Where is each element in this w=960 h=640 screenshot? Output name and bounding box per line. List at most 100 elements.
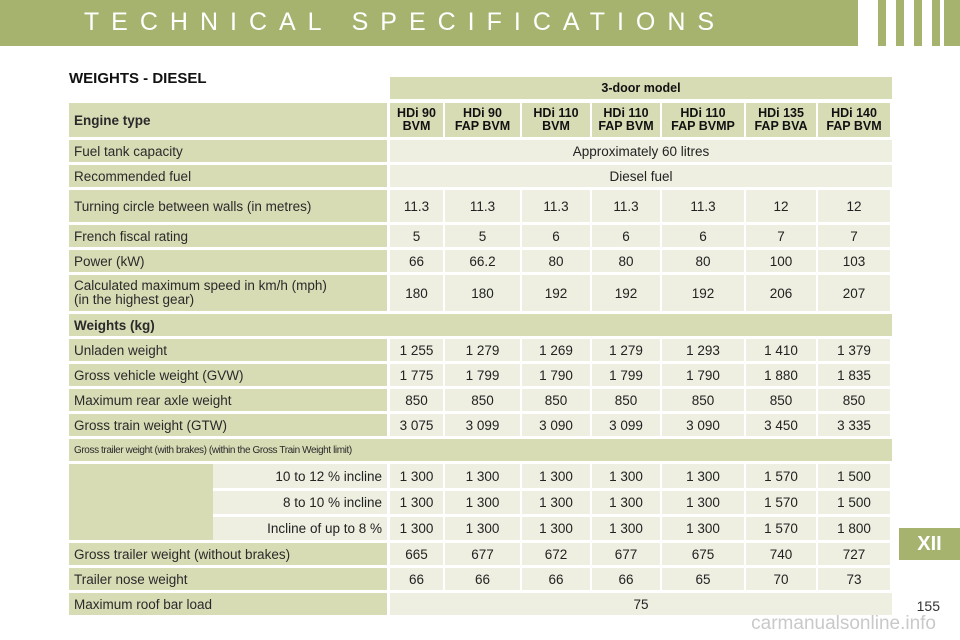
value-cell: 73 — [818, 568, 890, 590]
value-cell: 3 075 — [390, 414, 443, 436]
value-cell: 1 300 — [662, 491, 744, 514]
engine-header: HDi 110 BVM — [522, 103, 590, 137]
value-cell: 850 — [746, 389, 816, 411]
chapter-tab[interactable]: XII — [899, 528, 960, 560]
value-cell: 80 — [522, 250, 590, 272]
value-cell: 677 — [592, 543, 660, 565]
value-cell: 11.3 — [445, 190, 520, 222]
value-cell: 1 300 — [445, 491, 520, 514]
value-cell: 192 — [522, 275, 590, 311]
value-cell: 66 — [390, 250, 443, 272]
incline-label: Incline of up to 8 % — [213, 517, 387, 540]
value-cell: 1 300 — [445, 517, 520, 540]
value-cell: 1 300 — [662, 464, 744, 488]
engine-type-label: Engine type — [69, 103, 387, 137]
value-cell: 11.3 — [522, 190, 590, 222]
incline-label: 8 to 10 % incline — [213, 491, 387, 514]
value-cell: 3 099 — [445, 414, 520, 436]
section-row: Gross trailer weight (with brakes) (with… — [69, 439, 892, 461]
value-cell: 3 090 — [662, 414, 744, 436]
value-cell: 1 300 — [592, 491, 660, 514]
row-label: Maximum rear axle weight — [69, 389, 387, 411]
value-cell: 7 — [746, 225, 816, 247]
spanning-value: Approximately 60 litres — [390, 140, 892, 162]
row-label: Trailer nose weight — [69, 568, 387, 590]
value-cell: 1 570 — [746, 464, 816, 488]
value-cell: 3 335 — [818, 414, 890, 436]
value-cell: 11.3 — [662, 190, 744, 222]
value-cell: 1 500 — [818, 464, 890, 488]
value-cell: 1 570 — [746, 491, 816, 514]
value-cell: 1 500 — [818, 491, 890, 514]
value-cell: 1 300 — [522, 517, 590, 540]
row-label: Gross train weight (GTW) — [69, 414, 387, 436]
value-cell: 1 800 — [818, 517, 890, 540]
value-cell: 1 835 — [818, 364, 890, 386]
value-cell: 672 — [522, 543, 590, 565]
value-cell: 665 — [390, 543, 443, 565]
value-cell: 1 300 — [445, 464, 520, 488]
subrow-group-label — [69, 464, 213, 540]
section-row: Weights (kg) — [69, 314, 892, 336]
value-cell: 12 — [746, 190, 816, 222]
value-cell: 727 — [818, 543, 890, 565]
value-cell: 1 799 — [592, 364, 660, 386]
spanning-value: Diesel fuel — [390, 165, 892, 187]
incline-label: 10 to 12 % incline — [213, 464, 387, 488]
row-label: Turning circle between walls (in metres) — [69, 190, 387, 222]
value-cell: 1 269 — [522, 339, 590, 361]
value-cell: 850 — [522, 389, 590, 411]
value-cell: 66 — [445, 568, 520, 590]
value-cell: 3 099 — [592, 414, 660, 436]
spanning-value: 75 — [390, 593, 892, 615]
page-title: TECHNICAL SPECIFICATIONS — [83, 8, 727, 36]
value-cell: 1 880 — [746, 364, 816, 386]
engine-header: HDi 140 FAP BVM — [818, 103, 890, 137]
value-cell: 65 — [662, 568, 744, 590]
row-label: Gross trailer weight (without brakes) — [69, 543, 387, 565]
value-cell: 740 — [746, 543, 816, 565]
value-cell: 180 — [390, 275, 443, 311]
row-label: Maximum roof bar load — [69, 593, 387, 615]
value-cell: 206 — [746, 275, 816, 311]
value-cell: 1 279 — [445, 339, 520, 361]
engine-header: HDi 90 FAP BVM — [445, 103, 520, 137]
row-label: Power (kW) — [69, 250, 387, 272]
value-cell: 12 — [818, 190, 890, 222]
value-cell: 1 293 — [662, 339, 744, 361]
value-cell: 1 790 — [522, 364, 590, 386]
value-cell: 1 300 — [390, 517, 443, 540]
row-label: Recommended fuel — [69, 165, 387, 187]
header-bar: TECHNICAL SPECIFICATIONS — [0, 0, 960, 46]
value-cell: 1 300 — [390, 491, 443, 514]
value-cell: 180 — [445, 275, 520, 311]
value-cell: 1 300 — [592, 517, 660, 540]
value-cell: 5 — [390, 225, 443, 247]
value-cell: 1 300 — [662, 517, 744, 540]
value-cell: 66 — [390, 568, 443, 590]
value-cell: 1 775 — [390, 364, 443, 386]
header-decoration — [858, 0, 944, 46]
value-cell: 6 — [592, 225, 660, 247]
value-cell: 1 300 — [522, 491, 590, 514]
value-cell: 80 — [662, 250, 744, 272]
row-label: Unladen weight — [69, 339, 387, 361]
value-cell: 103 — [818, 250, 890, 272]
value-cell: 11.3 — [592, 190, 660, 222]
row-label: French fiscal rating — [69, 225, 387, 247]
engine-header: HDi 110 FAP BVM — [592, 103, 660, 137]
value-cell: 1 300 — [522, 464, 590, 488]
value-cell: 1 570 — [746, 517, 816, 540]
value-cell: 11.3 — [390, 190, 443, 222]
value-cell: 1 379 — [818, 339, 890, 361]
value-cell: 1 799 — [445, 364, 520, 386]
engine-header: HDi 135 FAP BVA — [746, 103, 816, 137]
value-cell: 1 255 — [390, 339, 443, 361]
value-cell: 1 410 — [746, 339, 816, 361]
value-cell: 1 790 — [662, 364, 744, 386]
value-cell: 850 — [818, 389, 890, 411]
page-number: 155 — [916, 598, 940, 614]
value-cell: 1 300 — [592, 464, 660, 488]
engine-header: HDi 110 FAP BVMP — [662, 103, 744, 137]
value-cell: 3 450 — [746, 414, 816, 436]
